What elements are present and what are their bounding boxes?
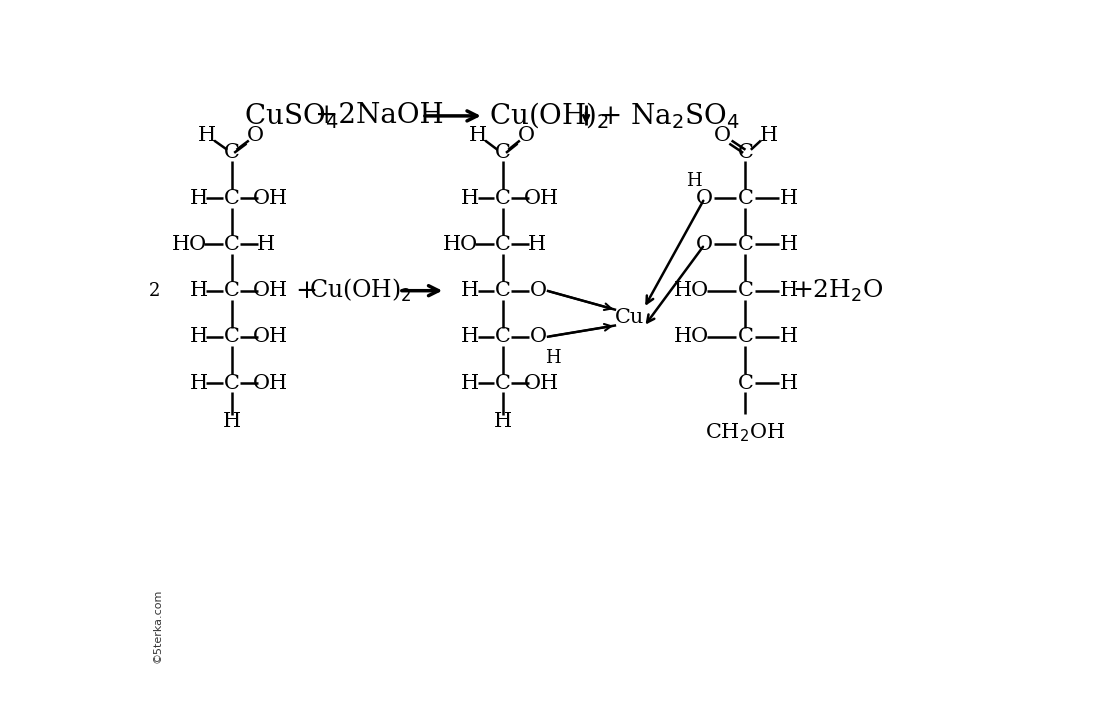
Text: C: C bbox=[738, 188, 753, 208]
Text: OH: OH bbox=[253, 373, 288, 393]
Text: C: C bbox=[223, 281, 240, 300]
Text: C: C bbox=[223, 235, 240, 254]
Text: HO: HO bbox=[444, 235, 478, 254]
Text: H: H bbox=[222, 412, 241, 431]
Text: OH: OH bbox=[253, 188, 288, 208]
Text: C: C bbox=[223, 327, 240, 347]
Text: O: O bbox=[518, 126, 534, 144]
Text: O: O bbox=[247, 126, 263, 144]
Text: H: H bbox=[190, 281, 208, 300]
Text: H: H bbox=[257, 235, 274, 254]
Text: C: C bbox=[495, 327, 511, 347]
Text: H: H bbox=[190, 373, 208, 393]
Text: Cu(OH)$_2$: Cu(OH)$_2$ bbox=[309, 277, 411, 304]
Text: C: C bbox=[223, 373, 240, 393]
Text: OH: OH bbox=[524, 188, 559, 208]
Text: ©5terka.com: ©5terka.com bbox=[153, 588, 163, 663]
Text: +: + bbox=[295, 278, 317, 303]
Text: H: H bbox=[545, 349, 561, 367]
Text: H: H bbox=[781, 373, 799, 393]
Text: Cu: Cu bbox=[615, 308, 645, 327]
Text: H: H bbox=[528, 235, 546, 254]
Text: C: C bbox=[495, 188, 511, 208]
Text: + Na$_2$SO$_4$: + Na$_2$SO$_4$ bbox=[597, 101, 739, 131]
Text: C: C bbox=[738, 281, 753, 300]
Text: C: C bbox=[738, 235, 753, 254]
Text: 2: 2 bbox=[149, 282, 160, 300]
Text: +2H$_2$O: +2H$_2$O bbox=[792, 277, 884, 304]
Text: H: H bbox=[469, 126, 487, 144]
Text: C: C bbox=[223, 188, 240, 208]
Text: HO: HO bbox=[171, 235, 207, 254]
Text: H: H bbox=[781, 188, 799, 208]
Text: H: H bbox=[781, 281, 799, 300]
Text: H: H bbox=[781, 327, 799, 347]
Text: H: H bbox=[494, 412, 512, 431]
Text: OH: OH bbox=[524, 373, 559, 393]
Text: OH: OH bbox=[253, 281, 288, 300]
Text: C: C bbox=[738, 142, 753, 162]
Text: CH$_2$OH: CH$_2$OH bbox=[706, 422, 785, 445]
Text: C: C bbox=[495, 281, 511, 300]
Text: OH: OH bbox=[253, 327, 288, 347]
Text: O: O bbox=[696, 188, 713, 208]
Text: C: C bbox=[738, 373, 753, 393]
Text: H: H bbox=[461, 327, 479, 347]
Text: HO: HO bbox=[674, 281, 709, 300]
Text: Cu(OH)$_2$: Cu(OH)$_2$ bbox=[489, 100, 609, 131]
Text: HO: HO bbox=[674, 327, 709, 347]
Text: C: C bbox=[223, 142, 240, 162]
Text: O: O bbox=[713, 126, 731, 144]
Text: H: H bbox=[781, 235, 799, 254]
Text: C: C bbox=[738, 327, 753, 347]
Text: C: C bbox=[495, 235, 511, 254]
Text: H: H bbox=[190, 188, 208, 208]
Text: C: C bbox=[495, 142, 511, 162]
Text: O: O bbox=[530, 327, 546, 347]
Text: +2NaOH: +2NaOH bbox=[315, 103, 444, 129]
Text: H: H bbox=[190, 327, 208, 347]
Text: H: H bbox=[760, 126, 778, 144]
Text: H: H bbox=[461, 281, 479, 300]
Text: H: H bbox=[197, 126, 216, 144]
Text: H: H bbox=[686, 173, 701, 191]
Text: H: H bbox=[461, 373, 479, 393]
Text: O: O bbox=[696, 235, 713, 254]
Text: CuSO$_4$: CuSO$_4$ bbox=[244, 101, 338, 131]
Text: C: C bbox=[495, 373, 511, 393]
Text: H: H bbox=[461, 188, 479, 208]
Text: O: O bbox=[530, 281, 546, 300]
